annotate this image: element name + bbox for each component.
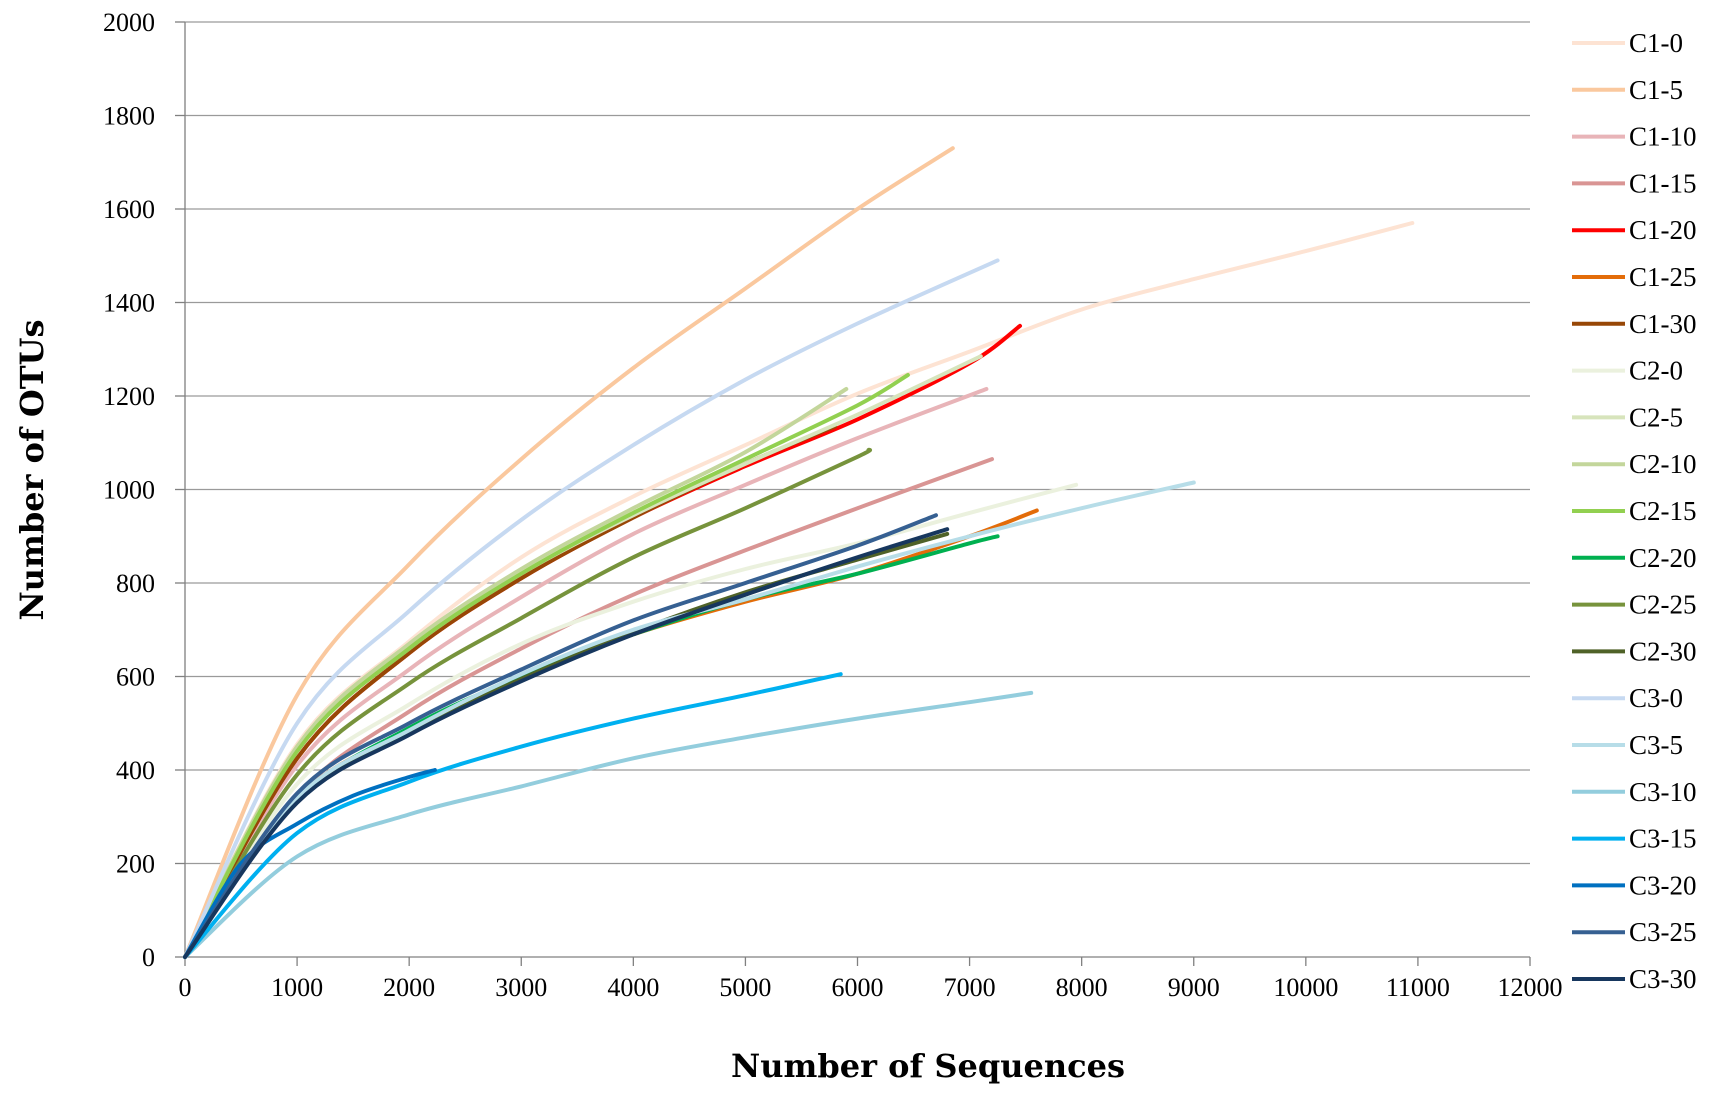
x-tick-label: 6000 (832, 973, 884, 1002)
legend-label: C3-0 (1629, 683, 1683, 713)
x-tick-label: 7000 (944, 973, 996, 1002)
x-tick-label: 5000 (719, 973, 771, 1002)
series-line-c3-30 (183, 527, 950, 959)
series-line-c1-30 (183, 424, 838, 959)
legend-label: C1-30 (1629, 309, 1697, 339)
series-line-c1-5 (183, 146, 955, 959)
legend-label: C2-25 (1629, 590, 1697, 620)
y-tick-label: 200 (116, 850, 155, 879)
series-lines (183, 146, 1415, 959)
y-tick-label: 1000 (103, 476, 155, 505)
series-line-c3-25 (183, 513, 938, 959)
axes (175, 21, 1531, 966)
series-line-c3-10 (183, 690, 1034, 959)
series-line-c1-10 (183, 387, 989, 959)
x-tick-label: 2000 (383, 973, 435, 1002)
legend-label: C3-25 (1629, 917, 1697, 947)
series-line-c2-15 (183, 373, 910, 959)
x-tick-label: 0 (179, 973, 192, 1002)
legend-label: C3-10 (1629, 777, 1697, 807)
x-tick-label: 11000 (1386, 973, 1450, 1002)
legend-label: C3-30 (1629, 964, 1697, 994)
x-axis-title: Number of Sequences (731, 1047, 1125, 1085)
legend-label: C2-5 (1629, 402, 1683, 432)
legend: C1-0 C1-5 C1-10 C1-15 C1-20 C1-25 C1-30 C2-0 C2-… (1572, 28, 1697, 994)
legend-label: C2-15 (1629, 496, 1697, 526)
legend-label: C1-5 (1629, 75, 1683, 105)
y-tick-label: 1200 (103, 382, 155, 411)
x-tick-label: 12000 (1498, 973, 1563, 1002)
x-tick-label: 1000 (271, 973, 323, 1002)
y-tick-label: 1400 (103, 289, 155, 318)
legend-label: C2-20 (1629, 543, 1697, 573)
y-tick-labels: 0 200 400 600 800 1000 1200 1400 1600 1800 2000 (103, 8, 155, 972)
y-tick-label: 600 (116, 663, 155, 692)
series-line-c2-10 (183, 387, 849, 959)
series-line-c3-20 (183, 768, 437, 959)
series-line-c2-0 (183, 482, 1079, 959)
legend-label: C3-20 (1629, 870, 1697, 900)
legend-label: C3-15 (1629, 824, 1697, 854)
legend-label: C2-10 (1629, 449, 1697, 479)
gridlines (185, 21, 1530, 865)
x-tick-label: 8000 (1056, 973, 1108, 1002)
x-tick-label: 9000 (1168, 973, 1220, 1002)
legend-label: C2-0 (1629, 356, 1683, 386)
legend-label: C1-10 (1629, 122, 1697, 152)
y-tick-label: 0 (142, 943, 155, 972)
y-tick-label: 400 (116, 756, 155, 785)
y-tick-label: 2000 (103, 8, 155, 37)
x-tick-labels: 0 1000 2000 3000 4000 5000 6000 7000 8000 9000 100… (179, 973, 1563, 1002)
series-line-c3-15 (183, 672, 843, 959)
legend-label: C1-20 (1629, 215, 1697, 245)
x-tick-label: 4000 (607, 973, 659, 1002)
legend-label: C1-15 (1629, 168, 1697, 198)
legend-label: C1-25 (1629, 262, 1697, 292)
legend-label: C2-30 (1629, 636, 1697, 666)
y-tick-label: 1800 (103, 102, 155, 131)
series-line-c3-0 (183, 258, 1000, 959)
y-axis-title: Number of OTUs (13, 320, 51, 621)
series-line-c2-25 (183, 447, 873, 959)
series-line-c3-5 (183, 480, 1196, 959)
y-tick-label: 1600 (103, 195, 155, 224)
x-tick-label: 3000 (495, 973, 547, 1002)
legend-label: C3-5 (1629, 730, 1683, 760)
y-tick-label: 800 (116, 569, 155, 598)
legend-label: C1-0 (1629, 28, 1683, 58)
x-tick-label: 10000 (1273, 973, 1338, 1002)
